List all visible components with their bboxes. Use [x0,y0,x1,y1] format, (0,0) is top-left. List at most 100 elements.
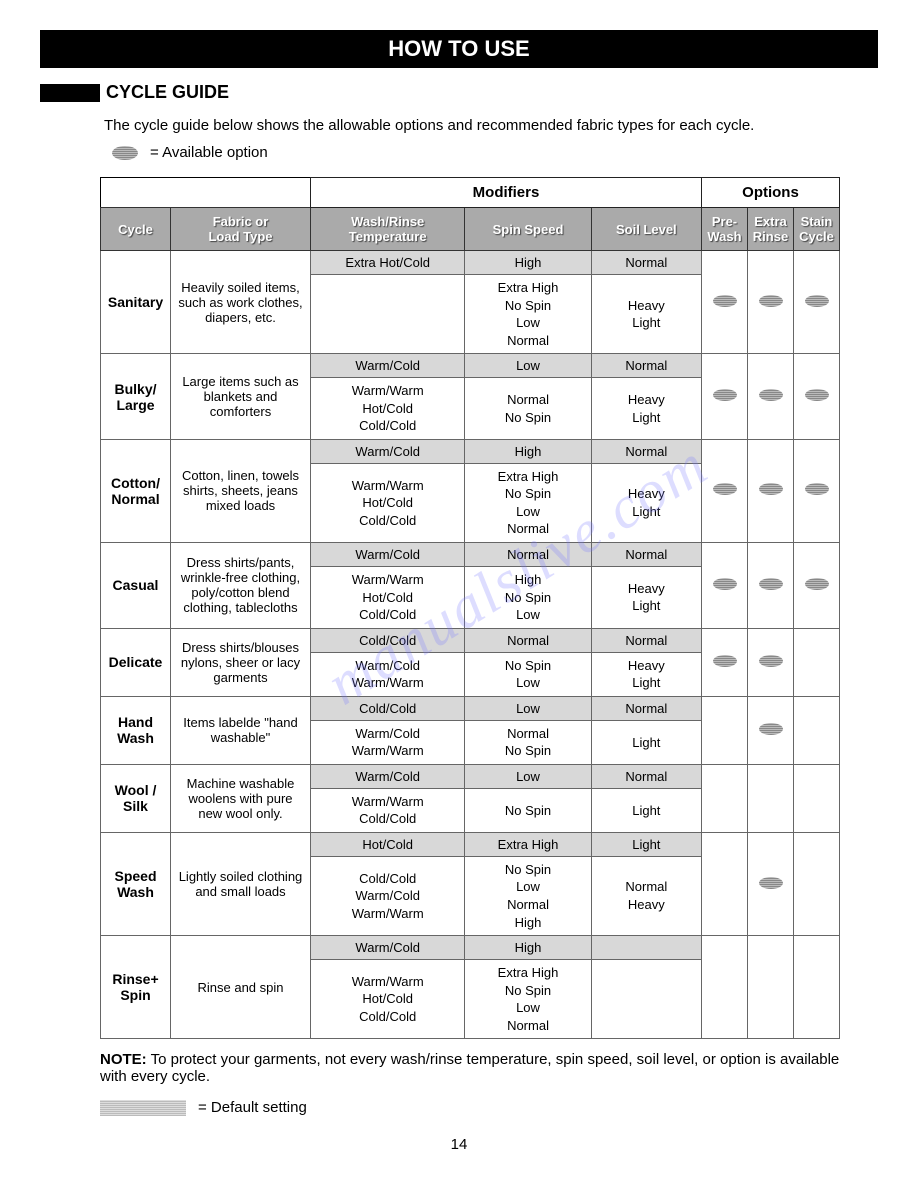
cell-prewash [702,354,748,440]
cell-stain [794,628,840,696]
cell-cycle: Hand Wash [101,696,171,764]
available-icon [759,389,783,401]
cell-alt-temp [311,275,465,354]
cell-alt-spin: Normal No Spin [465,720,591,764]
cell-alt-temp: Warm/Warm Hot/Cold Cold/Cold [311,960,465,1039]
table-row-default: Hand WashItems labelde "hand washable"Co… [101,696,840,720]
page-number: 14 [40,1136,878,1153]
cell-default-temp: Cold/Cold [311,696,465,720]
col-cycle: Cycle [101,208,171,251]
cell-fabric: Dress shirts/pants, wrinkle-free clothin… [171,543,311,629]
cell-prewash [702,696,748,764]
available-icon [759,483,783,495]
available-icon [759,655,783,667]
col-extrarinse: Extra Rinse [748,208,794,251]
col-fabric: Fabric or Load Type [171,208,311,251]
cell-alt-spin: Extra High No Spin Low Normal [465,275,591,354]
legend-default-text: = Default setting [198,1099,307,1116]
cell-alt-spin: No Spin Low [465,652,591,696]
cell-fabric: Dress shirts/blouses nylons, sheer or la… [171,628,311,696]
cell-alt-soil [591,960,701,1039]
col-soil: Soil Level [591,208,701,251]
cell-default-temp: Warm/Cold [311,439,465,463]
cell-default-temp: Hot/Cold [311,832,465,856]
available-icon [759,578,783,590]
cell-alt-soil: Heavy Light [591,378,701,440]
col-spin: Spin Speed [465,208,591,251]
cell-fabric: Cotton, linen, towels shirts, sheets, je… [171,439,311,542]
note-text: To protect your garments, not every wash… [100,1051,839,1085]
cell-fabric: Lightly soiled clothing and small loads [171,832,311,935]
cell-prewash [702,439,748,542]
available-icon [713,578,737,590]
table-row-default: SanitaryHeavily soiled items, such as wo… [101,251,840,275]
cycle-guide-table: Modifiers Options Cycle Fabric or Load T… [100,177,840,1039]
cell-alt-soil: Light [591,720,701,764]
cell-default-temp: Warm/Cold [311,764,465,788]
cell-extrarinse [748,251,794,354]
cell-stain [794,832,840,935]
cell-default-spin: Low [465,354,591,378]
available-icon [713,389,737,401]
section-title: CYCLE GUIDE [106,82,229,103]
cell-default-soil: Normal [591,354,701,378]
cell-default-temp: Warm/Cold [311,543,465,567]
cell-stain [794,439,840,542]
header-options: Options [702,178,840,208]
cell-alt-temp: Warm/Warm Hot/Cold Cold/Cold [311,378,465,440]
cell-extrarinse [748,354,794,440]
available-icon [759,295,783,307]
legend-default: = Default setting [100,1099,878,1116]
cell-fabric: Rinse and spin [171,936,311,1039]
available-icon [112,146,138,160]
cell-prewash [702,832,748,935]
cell-extrarinse [748,696,794,764]
cell-prewash [702,764,748,832]
table-row-default: Bulky/ LargeLarge items such as blankets… [101,354,840,378]
cell-default-spin: Low [465,696,591,720]
cell-alt-soil: Normal Heavy [591,856,701,935]
available-icon [759,877,783,889]
cell-alt-temp: Warm/Warm Hot/Cold Cold/Cold [311,567,465,629]
legend-available-text: = Available option [150,144,268,161]
available-icon [805,483,829,495]
header-modifiers: Modifiers [311,178,702,208]
cell-default-temp: Extra Hot/Cold [311,251,465,275]
available-icon [713,483,737,495]
cell-stain [794,354,840,440]
available-icon [713,655,737,667]
table-row-default: Wool / SilkMachine washable woolens with… [101,764,840,788]
cell-fabric: Machine washable woolens with pure new w… [171,764,311,832]
cell-fabric: Heavily soiled items, such as work cloth… [171,251,311,354]
available-icon [713,295,737,307]
cell-alt-temp: Warm/Cold Warm/Warm [311,652,465,696]
cell-alt-spin: Extra High No Spin Low Normal [465,960,591,1039]
table-group-header: Modifiers Options [101,178,840,208]
cell-alt-soil: Heavy Light [591,567,701,629]
cell-stain [794,251,840,354]
col-stain: Stain Cycle [794,208,840,251]
cell-alt-soil: Light [591,788,701,832]
cell-extrarinse [748,832,794,935]
available-icon [805,578,829,590]
cell-default-temp: Cold/Cold [311,628,465,652]
section-black-bar [40,84,100,102]
cell-default-soil [591,936,701,960]
cell-prewash [702,251,748,354]
cell-default-temp: Warm/Cold [311,354,465,378]
cell-stain [794,543,840,629]
cell-alt-temp: Warm/Cold Warm/Warm [311,720,465,764]
cell-default-soil: Normal [591,696,701,720]
cell-extrarinse [748,764,794,832]
note-paragraph: NOTE: To protect your garments, not ever… [100,1051,840,1085]
cell-default-spin: Extra High [465,832,591,856]
cell-alt-temp: Warm/Warm Cold/Cold [311,788,465,832]
table-row-default: Rinse+ SpinRinse and spinWarm/ColdHigh [101,936,840,960]
cell-alt-spin: No Spin [465,788,591,832]
intro-paragraph: The cycle guide below shows the allowabl… [104,117,878,134]
cell-default-spin: Normal [465,543,591,567]
cell-fabric: Items labelde "hand washable" [171,696,311,764]
table-row-default: DelicateDress shirts/blouses nylons, she… [101,628,840,652]
cell-extrarinse [748,543,794,629]
cell-alt-spin: No Spin Low Normal High [465,856,591,935]
